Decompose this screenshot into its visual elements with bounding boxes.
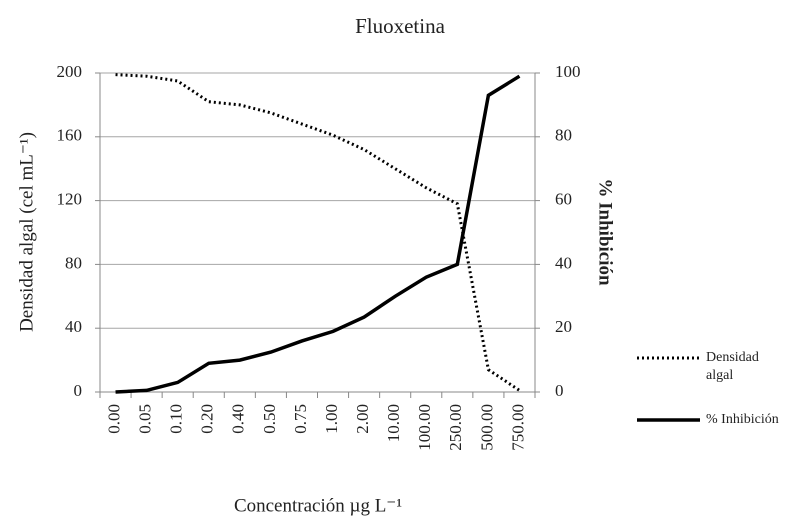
- x-tick-label: 0.00: [104, 404, 123, 434]
- y2-axis-label: % Inhibición: [595, 178, 616, 286]
- x-tick-label: 0.05: [136, 404, 155, 434]
- legend-label: % Inhibición: [706, 412, 779, 427]
- y2-tick-label: 20: [555, 317, 572, 336]
- x-axis-label: Concentración µg L⁻¹: [234, 495, 402, 516]
- y2-tick-label: 100: [555, 62, 581, 81]
- y-axis-label: Densidad algal (cel mL⁻¹): [16, 132, 37, 332]
- x-tick-label: 2.00: [353, 404, 372, 434]
- y2-tick-label: 60: [555, 190, 572, 209]
- x-tick-label: 0.50: [260, 404, 279, 434]
- x-tick-label: 0.75: [291, 404, 310, 434]
- x-tick-label: 10.00: [384, 404, 403, 442]
- x-tick-label: 500.00: [477, 404, 496, 451]
- line-series: [115, 74, 521, 394]
- x-tick-label: 0.40: [229, 404, 248, 434]
- y2-tick-label: 40: [555, 253, 572, 272]
- x-tick-label: 750.00: [508, 404, 527, 451]
- y2-tick-label: 0: [555, 381, 564, 400]
- y-tick-label: 200: [57, 62, 83, 81]
- y-tick-label: 160: [57, 126, 83, 145]
- x-tick-label: 1.00: [322, 404, 341, 434]
- x-tick-label: 0.10: [167, 404, 186, 434]
- y-tick-label: 0: [74, 381, 83, 400]
- y-tick-label: 80: [65, 253, 82, 272]
- chart-title: Fluoxetina: [355, 14, 446, 38]
- line-series: [115, 73, 521, 392]
- x-tick-label: 250.00: [446, 404, 465, 451]
- y-tick-label: 40: [65, 317, 82, 336]
- y2-tick-label: 80: [555, 126, 572, 145]
- x-tick-label: 100.00: [415, 404, 434, 451]
- legend-label: Densidad algal: [706, 350, 759, 383]
- x-tick-label: 0.20: [198, 404, 217, 434]
- y-tick-label: 120: [57, 190, 83, 209]
